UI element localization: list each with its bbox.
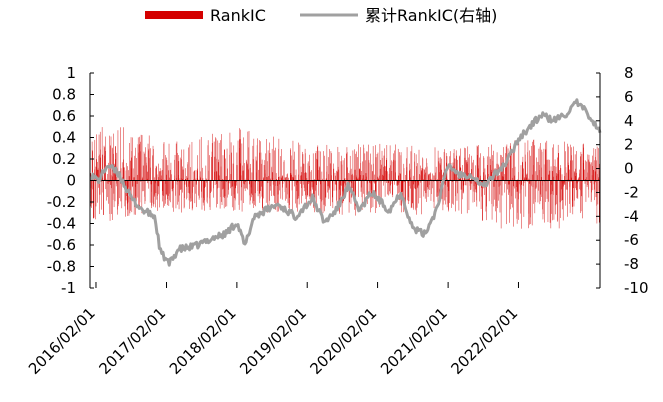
right-tick-label: 0 (624, 160, 634, 178)
x-tick-label: 2016/02/01 (25, 304, 99, 378)
right-tick-label: 6 (624, 88, 634, 106)
left-tick-label: 0.6 (52, 107, 76, 125)
x-tick-label: 2017/02/01 (95, 304, 169, 378)
right-tick-label: -10 (624, 279, 649, 297)
right-tick-label: 4 (624, 112, 634, 130)
left-tick-label: -1 (61, 279, 76, 297)
x-tick-label: 2020/02/01 (307, 304, 381, 378)
right-tick-label: -2 (624, 183, 639, 201)
left-tick-label: -0.2 (47, 193, 76, 211)
rankic-bars (90, 127, 601, 229)
x-tick-label: 2018/02/01 (166, 304, 240, 378)
legend: RankIC 累计RankIC(右轴) (145, 6, 497, 25)
legend-label-cum: 累计RankIC(右轴) (365, 6, 497, 25)
x-tick-label: 2022/02/01 (447, 304, 521, 378)
right-tick-label: -8 (624, 255, 639, 273)
left-tick-label: 0.8 (52, 86, 76, 104)
right-tick-label: 8 (624, 64, 634, 82)
left-tick-label: 0.4 (52, 129, 76, 147)
left-tick-label: -0.6 (47, 236, 76, 254)
right-tick-label: -6 (624, 231, 639, 249)
cumulative-rankic-line (89, 98, 602, 267)
right-tick-label: 2 (624, 136, 634, 154)
legend-label-rankic: RankIC (210, 6, 266, 25)
left-tick-label: 1 (66, 64, 76, 82)
x-tick-label: 2021/02/01 (377, 304, 451, 378)
left-tick-label: 0 (66, 172, 76, 190)
left-tick-label: -0.8 (47, 258, 76, 276)
axes: 1 0.8 0.6 0.4 0.2 0 -0.2 -0.4 -0.6 -0.8 -1 8 6 4 2 0 -2 -… (25, 64, 649, 378)
legend-swatch-rankic (145, 11, 203, 19)
x-tick-label: 2019/02/01 (236, 304, 310, 378)
left-tick-label: -0.4 (47, 215, 76, 233)
right-tick-label: -4 (624, 207, 639, 225)
left-tick-label: 0.2 (52, 150, 76, 168)
